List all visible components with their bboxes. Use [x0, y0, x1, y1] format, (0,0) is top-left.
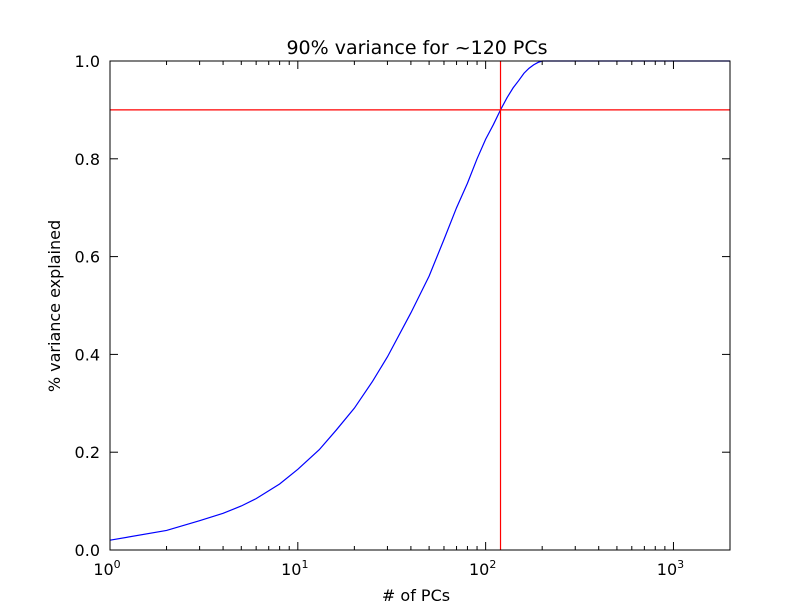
x-tick-label-exponent: 3	[677, 558, 684, 571]
y-axis-label: % variance explained	[45, 220, 64, 392]
x-tick-label-base: 10	[93, 560, 113, 579]
y-tick-label: 1.0	[75, 52, 100, 71]
x-tick-label: 103	[657, 558, 684, 579]
x-tick-label-base: 10	[657, 560, 677, 579]
chart-title: 90% variance for ~120 PCs	[286, 37, 547, 59]
x-tick-label: 101	[281, 558, 308, 579]
x-tick-label: 100	[93, 558, 120, 579]
plot-frame	[109, 60, 731, 551]
y-tick-label: 0.6	[75, 248, 100, 267]
x-tick-label-exponent: 2	[489, 558, 496, 571]
x-tick-label-exponent: 0	[114, 558, 121, 571]
x-axis-label: # of PCs	[382, 586, 450, 605]
series-line-0	[109, 60, 730, 541]
y-tick-label: 0.0	[75, 541, 100, 560]
x-tick-label-exponent: 1	[301, 558, 308, 571]
y-tick-label: 0.4	[75, 345, 100, 364]
y-tick-label: 0.8	[75, 150, 100, 169]
x-tick-label-base: 10	[469, 560, 489, 579]
y-tick-label: 0.2	[75, 443, 100, 462]
plot-area	[109, 60, 730, 550]
x-tick-label: 102	[469, 558, 496, 579]
x-tick-label-base: 10	[281, 560, 301, 579]
